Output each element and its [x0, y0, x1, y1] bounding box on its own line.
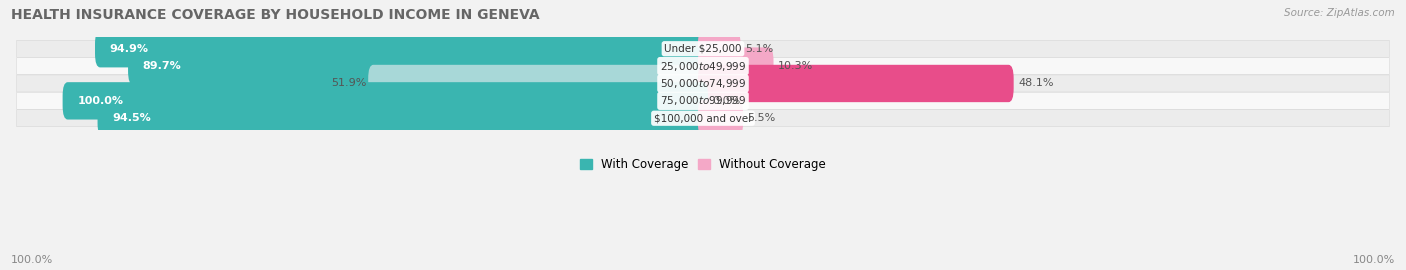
FancyBboxPatch shape: [17, 92, 1389, 109]
Text: $100,000 and over: $100,000 and over: [654, 113, 752, 123]
Text: 94.9%: 94.9%: [110, 44, 149, 54]
Text: 48.1%: 48.1%: [1018, 79, 1053, 89]
Text: 5.5%: 5.5%: [748, 113, 776, 123]
Legend: With Coverage, Without Coverage: With Coverage, Without Coverage: [575, 154, 831, 176]
Text: 0.0%: 0.0%: [713, 96, 741, 106]
Text: 100.0%: 100.0%: [11, 255, 53, 265]
Text: 5.1%: 5.1%: [745, 44, 773, 54]
Text: $25,000 to $49,999: $25,000 to $49,999: [659, 60, 747, 73]
Text: 94.5%: 94.5%: [112, 113, 150, 123]
FancyBboxPatch shape: [128, 48, 709, 85]
Text: 51.9%: 51.9%: [332, 79, 367, 89]
Text: $75,000 to $99,999: $75,000 to $99,999: [659, 94, 747, 107]
FancyBboxPatch shape: [17, 75, 1389, 92]
FancyBboxPatch shape: [17, 40, 1389, 57]
FancyBboxPatch shape: [17, 110, 1389, 127]
FancyBboxPatch shape: [63, 82, 709, 120]
FancyBboxPatch shape: [697, 30, 741, 68]
FancyBboxPatch shape: [697, 100, 742, 137]
Text: 100.0%: 100.0%: [1353, 255, 1395, 265]
Text: 89.7%: 89.7%: [142, 61, 181, 71]
FancyBboxPatch shape: [697, 65, 1014, 102]
FancyBboxPatch shape: [96, 30, 709, 68]
Text: Source: ZipAtlas.com: Source: ZipAtlas.com: [1284, 8, 1395, 18]
FancyBboxPatch shape: [97, 100, 709, 137]
FancyBboxPatch shape: [368, 65, 709, 102]
Text: HEALTH INSURANCE COVERAGE BY HOUSEHOLD INCOME IN GENEVA: HEALTH INSURANCE COVERAGE BY HOUSEHOLD I…: [11, 8, 540, 22]
Text: 100.0%: 100.0%: [77, 96, 124, 106]
FancyBboxPatch shape: [697, 48, 773, 85]
Text: $50,000 to $74,999: $50,000 to $74,999: [659, 77, 747, 90]
Text: Under $25,000: Under $25,000: [664, 44, 742, 54]
Text: 10.3%: 10.3%: [778, 61, 813, 71]
FancyBboxPatch shape: [17, 58, 1389, 75]
